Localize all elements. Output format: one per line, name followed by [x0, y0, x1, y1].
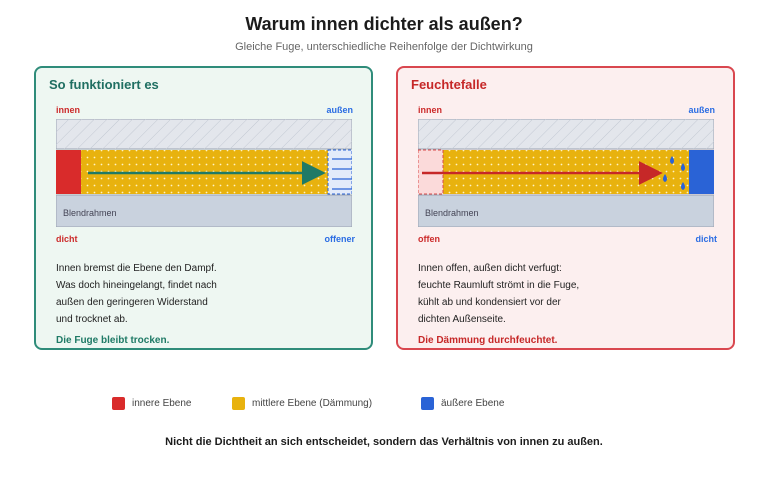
description-line: dichten Außenseite.: [418, 314, 506, 325]
legend: innere Ebene mittlere Ebene (Dämmung) äu…: [0, 397, 768, 413]
description-line: Was doch hineingelangt, findet nach: [56, 280, 217, 291]
outer-state-label: dicht: [695, 234, 718, 244]
joint-diagram-trap: Blendrahmen: [418, 119, 714, 227]
legend-swatch: [232, 397, 245, 410]
panel-works-title: So funktioniert es: [49, 77, 159, 92]
footer-statement: Nicht die Dichtheit an sich entscheidet,…: [165, 436, 603, 448]
panel-trap-title: Feuchtefalle: [411, 77, 487, 92]
legend-item-inner: innere Ebene: [112, 397, 192, 410]
label-outside: außen: [326, 105, 353, 115]
outer-seal-open: [327, 149, 352, 195]
panel-trap-conclusion: Die Dämmung durchfeuchtet.: [418, 335, 558, 346]
label-outside: außen: [688, 105, 715, 115]
description-line: feuchte Raumluft strömt in die Fuge,: [418, 280, 580, 291]
window-frame: [56, 194, 352, 227]
joint-diagram-works: Blendrahmen: [56, 119, 352, 227]
legend-label: äußere Ebene: [441, 398, 505, 409]
condensate-drop-icon: [670, 156, 674, 164]
condensate-drop-icon: [681, 182, 685, 190]
frame-label: Blendrahmen: [425, 208, 479, 218]
description-line: Innen bremst die Ebene den Dampf.: [56, 263, 217, 274]
description-line: und trocknet ab.: [56, 314, 128, 325]
panel-moisture-trap: Feuchtefalle innen außen Blendrahmen off…: [396, 66, 735, 350]
label-inside: innen: [56, 105, 80, 115]
legend-swatch: [112, 397, 125, 410]
inner-seal-dense: [56, 150, 81, 194]
condensate-drop-icon: [681, 163, 685, 171]
frame-label: Blendrahmen: [63, 208, 117, 218]
panel-works-conclusion: Die Fuge bleibt trocken.: [56, 335, 170, 346]
inner-state-label: offen: [418, 234, 440, 244]
description-line: kühlt ab und kondensiert vor der: [418, 297, 561, 308]
description-line: außen den geringeren Widerstand: [56, 297, 208, 308]
panel-works: So funktioniert es innen außen: [34, 66, 373, 350]
page-title: Warum innen dichter als außen?: [245, 14, 523, 34]
window-frame: [418, 194, 714, 227]
label-inside: innen: [418, 105, 442, 115]
panel-works-description: Innen bremst die Ebene den Dampf. Was do…: [56, 260, 276, 328]
outer-seal-dense: [689, 150, 714, 194]
outer-state-label: offener: [324, 234, 355, 244]
legend-item-outer: äußere Ebene: [421, 397, 504, 410]
legend-item-middle: mittlere Ebene (Dämmung): [232, 397, 372, 410]
inner-state-label: dicht: [56, 234, 78, 244]
page-subtitle: Gleiche Fuge, unterschiedliche Reihenfol…: [235, 41, 533, 53]
description-line: Innen offen, außen dicht verfugt:: [418, 263, 562, 274]
panel-trap-description: Innen offen, außen dicht verfugt: feucht…: [418, 260, 638, 328]
legend-swatch: [421, 397, 434, 410]
legend-label: innere Ebene: [132, 398, 192, 409]
legend-label: mittlere Ebene (Dämmung): [252, 398, 373, 409]
condensate-drop-icon: [663, 174, 667, 182]
